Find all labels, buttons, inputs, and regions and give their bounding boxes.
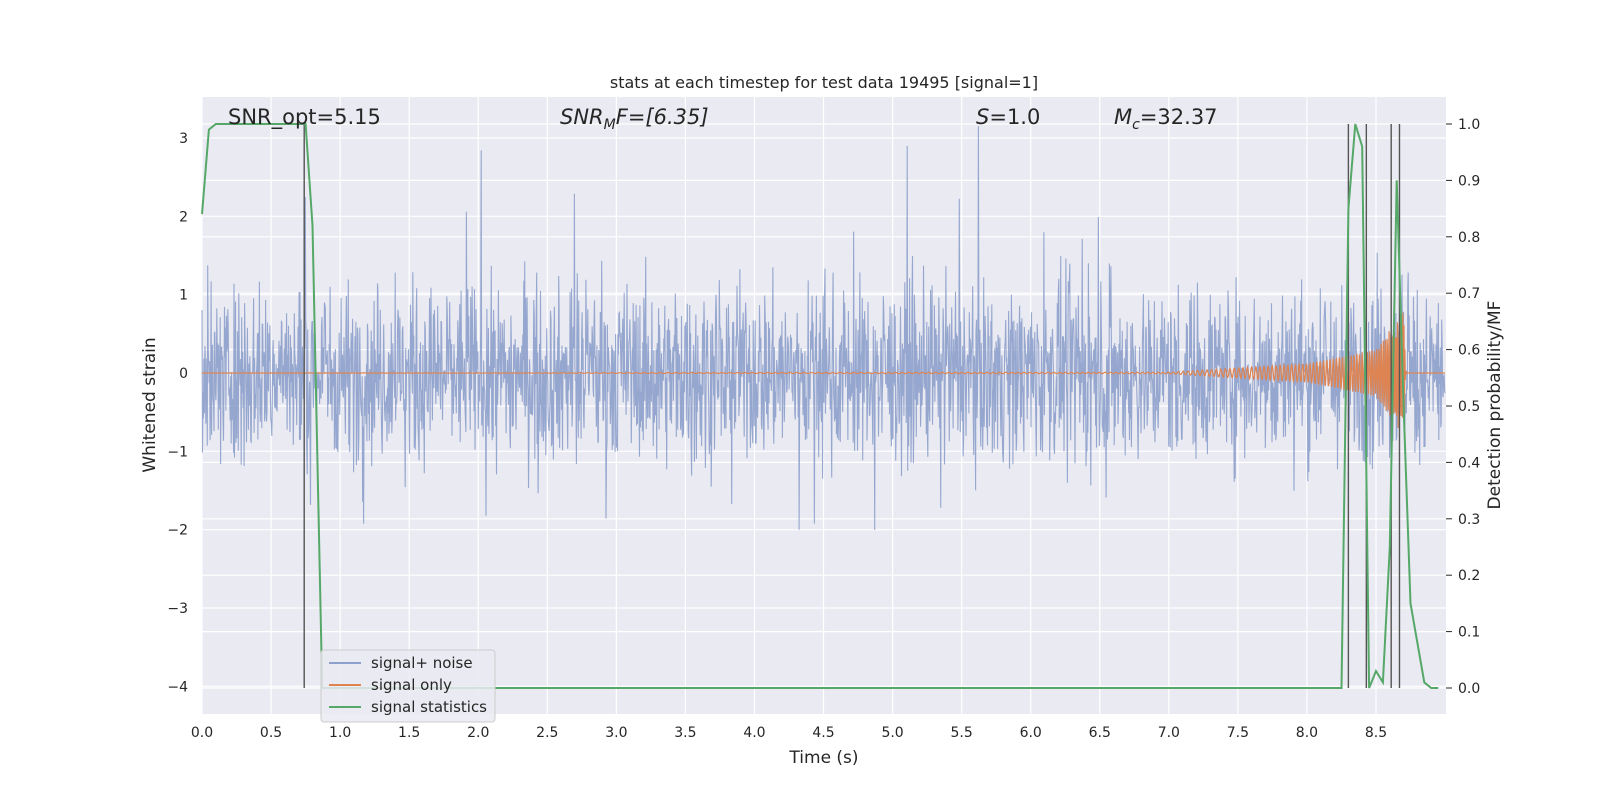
y-right-tick-label: 0.6 (1458, 343, 1480, 359)
x-tick-label: 0.5 (260, 725, 282, 741)
x-tick-label: 6.5 (1089, 725, 1111, 741)
x-tick-label: 8.5 (1365, 725, 1387, 741)
x-tick-label: 6.0 (1020, 725, 1042, 741)
y-right-tick-label: 0.1 (1458, 625, 1480, 641)
y-right-tick-label: 0.7 (1458, 286, 1480, 302)
x-tick-label: 5.5 (951, 725, 973, 741)
y-right-tick-label: 0.2 (1458, 568, 1480, 584)
s-annotation: S=1.0 (976, 105, 1040, 129)
x-tick-label: 5.0 (881, 725, 903, 741)
y-left-tick-label: −2 (167, 523, 188, 539)
mc-annotation: Mc=32.37 (1114, 105, 1218, 133)
y-right-axis-label: Detection probability/MF (1485, 301, 1505, 510)
x-tick-label: 2.5 (536, 725, 558, 741)
noise-line (201, 126, 1446, 531)
y-left-axis-label: Whitened strain (140, 337, 160, 472)
legend-label-stats: signal statistics (371, 698, 487, 716)
y-right-tick-label: 0.5 (1458, 399, 1480, 415)
legend-label-signal: signal only (371, 676, 452, 694)
statistics-series (201, 123, 1439, 689)
y-left-tick-label: −3 (167, 601, 188, 617)
x-axis-label: Time (s) (788, 748, 858, 768)
grid (201, 97, 1446, 714)
y-right-tick-label: 0.9 (1458, 173, 1480, 189)
x-tick-labels: 0.0 0.5 1.0 1.5 2.0 2.5 3.0 3.5 4.0 4.5 5.0 5.5 6.0 6… (191, 725, 1387, 741)
x-tick-label: 7.5 (1227, 725, 1249, 741)
y-left-tick-label: 1 (179, 288, 188, 304)
x-tick-label: 1.5 (398, 725, 420, 741)
y-right-tick-label: 0.8 (1458, 230, 1480, 246)
y-left-tick-label: 3 (179, 131, 188, 147)
x-tick-label: 0.0 (191, 725, 213, 741)
snr-mf-annotation: SNRMF=[6.35] (560, 105, 709, 133)
y-left-tick-label: −4 (167, 679, 188, 695)
legend-box (320, 649, 496, 723)
y-right-tick-label: 1.0 (1458, 117, 1480, 133)
x-tick-label: 4.5 (812, 725, 834, 741)
x-tick-label: 7.0 (1158, 725, 1180, 741)
noise-series (201, 126, 1446, 531)
signal-line (202, 312, 1446, 429)
signal-series (202, 312, 1446, 429)
chart-title: stats at each timestep for test data 194… (610, 73, 1038, 92)
y-left-tick-labels: −4 −3 −2 −1 0 1 2 3 (167, 131, 188, 695)
x-tick-label: 3.0 (605, 725, 627, 741)
statistics-line (201, 123, 1439, 689)
x-tick-label: 3.5 (674, 725, 696, 741)
x-tick-label: 2.0 (467, 725, 489, 741)
y-right-tick-labels: 0.0 0.1 0.2 0.3 0.4 0.5 0.6 0.7 0.8 0.9 1.0 (1446, 117, 1480, 697)
x-tick-label: 1.0 (329, 725, 351, 741)
y-right-tick-label: 0.4 (1458, 455, 1480, 471)
x-tick-label: 8.0 (1296, 725, 1318, 741)
y-left-tick-label: −1 (167, 444, 188, 460)
y-right-tick-label: 0.0 (1458, 681, 1480, 697)
snr-opt-annotation: SNR_opt=5.15 (228, 105, 381, 130)
y-left-tick-label: 2 (179, 209, 188, 225)
y-left-tick-label: 0 (179, 366, 188, 382)
y-right-tick-label: 0.3 (1458, 512, 1480, 528)
legend-label-noise: signal+ noise (371, 654, 473, 672)
legend: signal+ noise signal only signal statist… (320, 649, 496, 723)
x-tick-label: 4.0 (743, 725, 765, 741)
